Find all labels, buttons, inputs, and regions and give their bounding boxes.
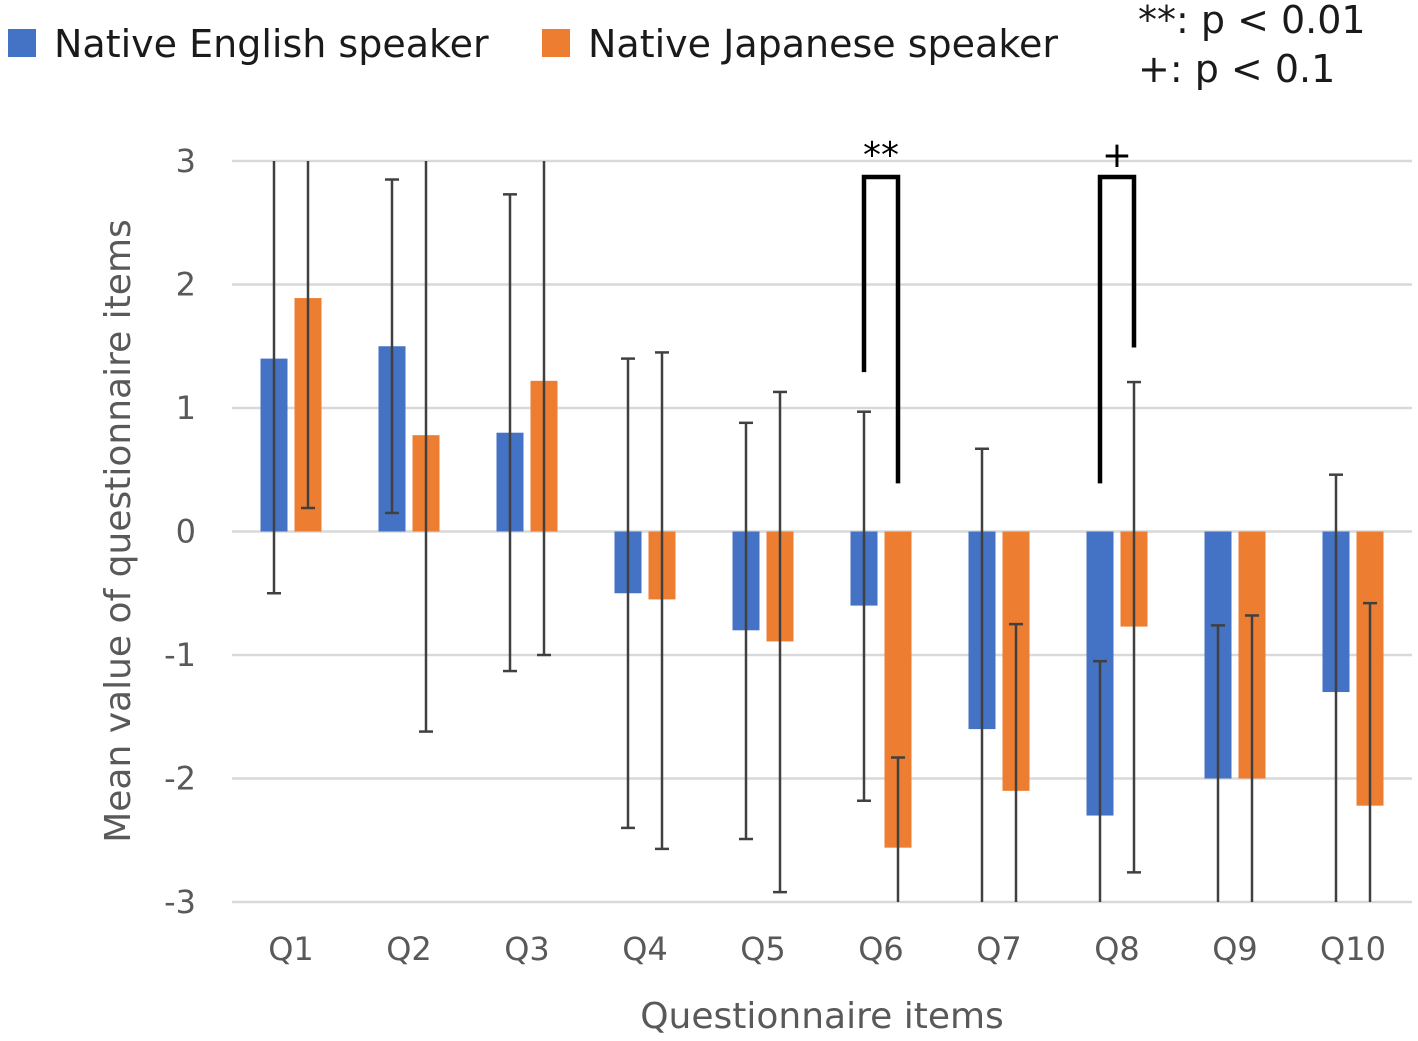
x-tick-label: Q1 xyxy=(268,930,314,968)
y-tick-label: -1 xyxy=(164,636,196,674)
significance-marker: + xyxy=(1102,135,1132,176)
y-axis-title: Mean value of questionnaire items xyxy=(98,219,139,843)
error-bars xyxy=(267,161,1377,902)
legend-swatch-native-japanese xyxy=(542,29,570,57)
y-tick-label: -2 xyxy=(164,760,196,798)
legend-label-native-english: Native English speaker xyxy=(54,22,489,66)
bars xyxy=(260,298,1384,848)
x-tick-label: Q6 xyxy=(858,930,904,968)
note-p01: +: p < 0.1 xyxy=(1138,47,1335,91)
x-tick-label: Q2 xyxy=(386,930,432,968)
y-tick-label: 3 xyxy=(176,142,196,180)
significance-marker: ** xyxy=(863,135,899,176)
y-tick-label: 1 xyxy=(176,389,196,427)
x-tick-label: Q10 xyxy=(1320,930,1386,968)
x-axis-ticks: Q1 Q2 Q3 Q4 Q5 Q6 Q7 Q8 Q9 Q10 xyxy=(268,930,1386,968)
legend-label-native-japanese: Native Japanese speaker xyxy=(588,22,1058,66)
x-tick-label: Q3 xyxy=(504,930,550,968)
gridlines xyxy=(232,159,1412,904)
x-axis-title: Questionnaire items xyxy=(640,996,1004,1037)
x-tick-label: Q7 xyxy=(976,930,1022,968)
x-tick-label: Q9 xyxy=(1212,930,1258,968)
x-tick-label: Q4 xyxy=(622,930,668,968)
legend-swatch-native-english xyxy=(8,29,36,57)
note-p001: **: p < 0.01 xyxy=(1138,0,1366,42)
significance-brackets: ** + xyxy=(861,135,1137,484)
legend: Native English speaker Native Japanese s… xyxy=(8,22,1058,66)
x-tick-label: Q5 xyxy=(740,930,786,968)
significance-bracket xyxy=(1097,174,1137,484)
y-axis-ticks: 3 2 1 0 -1 -2 -3 xyxy=(164,142,196,921)
y-tick-label: 0 xyxy=(176,513,196,551)
significance-bracket xyxy=(861,174,901,484)
significance-notes: **: p < 0.01 +: p < 0.1 xyxy=(1138,0,1366,91)
y-tick-label: -3 xyxy=(164,883,196,921)
y-tick-label: 2 xyxy=(176,266,196,304)
x-tick-label: Q8 xyxy=(1094,930,1140,968)
